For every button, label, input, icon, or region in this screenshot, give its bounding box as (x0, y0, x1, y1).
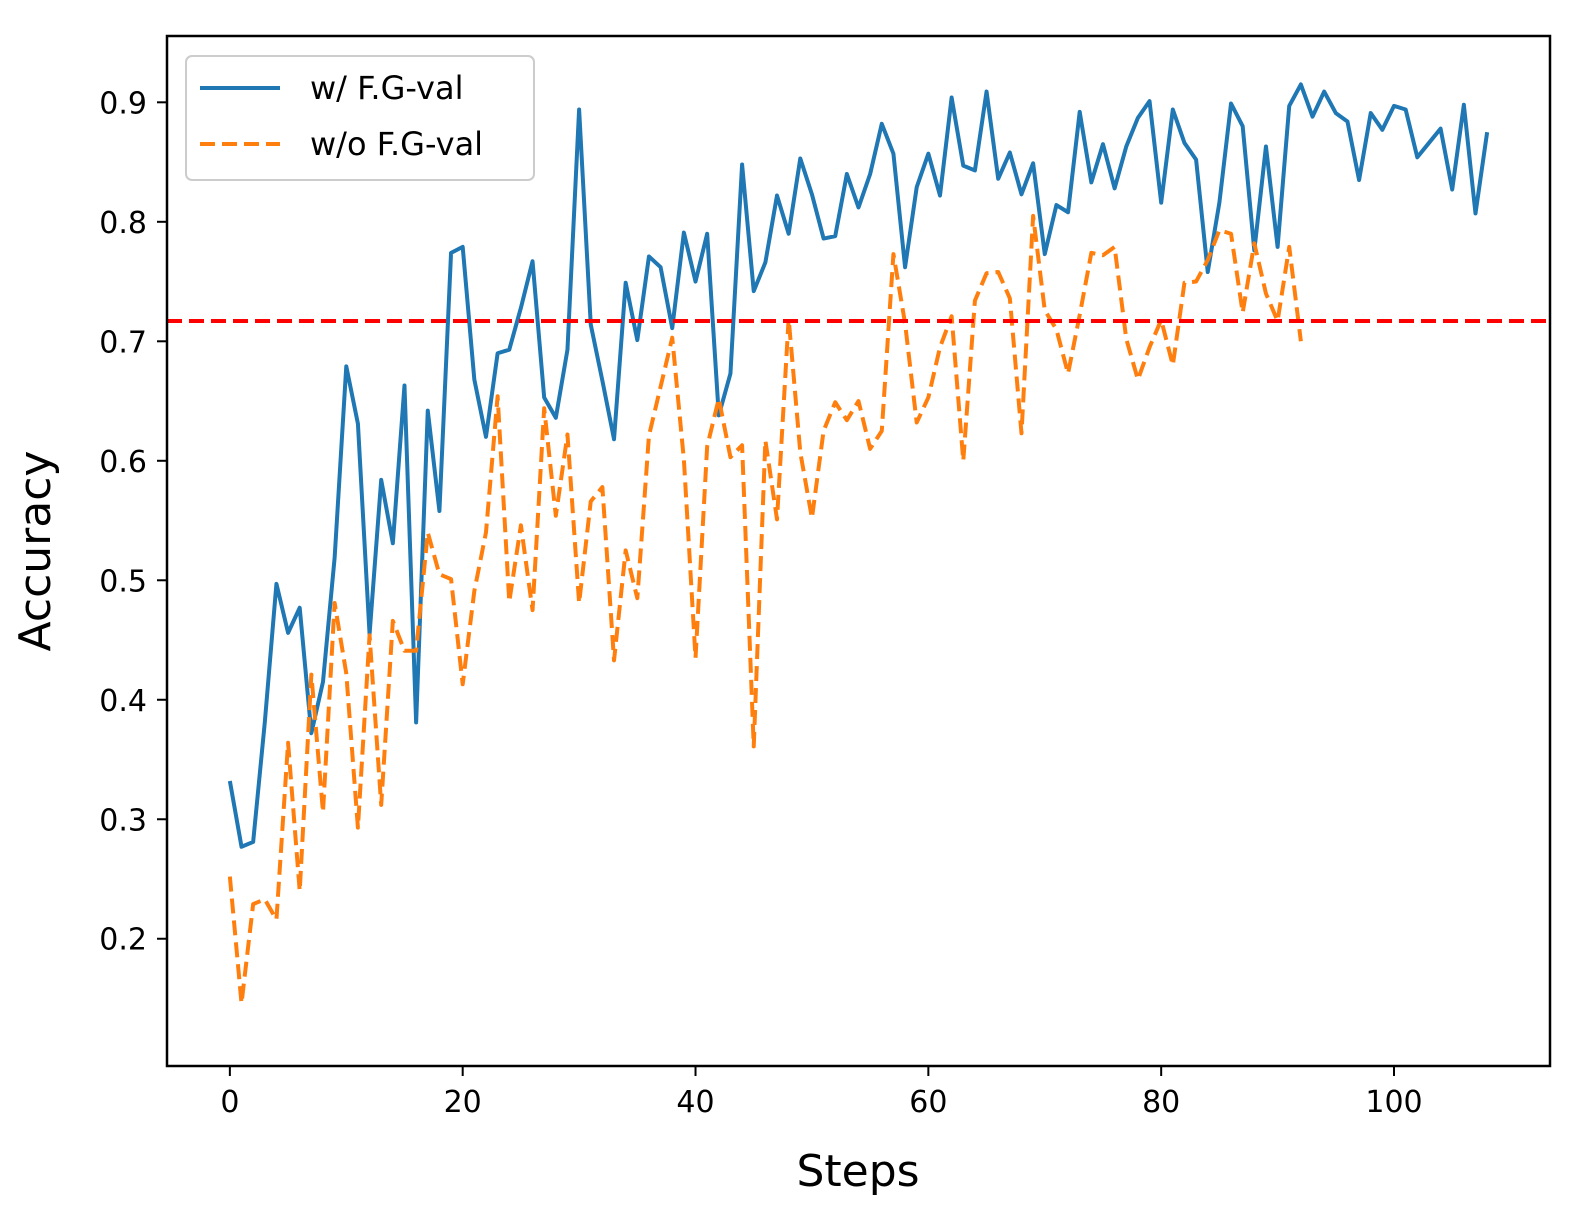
plot-frame (165, 34, 1552, 1068)
legend-label-wo-fg-val: w/o F.G-val (310, 125, 483, 163)
x-tick-label: 80 (1142, 1085, 1180, 1120)
legend-label-w-fg-val: w/ F.G-val (310, 69, 463, 107)
series-line-wo-fg-val (227, 213, 1303, 1006)
y-tick-label: 0.5 (99, 564, 147, 599)
x-axis-label: Steps (796, 1146, 919, 1197)
legend: w/ F.G-val w/o F.G-val (185, 55, 535, 181)
series-line-w-fg-val (227, 82, 1490, 849)
y-tick-label: 0.7 (99, 325, 147, 360)
x-tick-label: 100 (1365, 1085, 1422, 1120)
y-axis-label: Accuracy (10, 451, 61, 652)
x-tick-label: 40 (676, 1085, 714, 1120)
x-axis: 0 20 40 60 80 100 (220, 1066, 1423, 1120)
x-tick-label: 0 (220, 1085, 239, 1120)
x-tick-label: 60 (909, 1085, 947, 1120)
y-tick-label: 0.2 (99, 923, 147, 958)
y-axis: 0.2 0.3 0.4 0.5 0.6 0.7 0.8 0.9 (99, 86, 167, 958)
y-tick-label: 0.9 (99, 86, 147, 121)
x-tick-label: 20 (444, 1085, 482, 1120)
y-tick-label: 0.6 (99, 445, 147, 480)
y-tick-label: 0.8 (99, 206, 147, 241)
y-tick-label: 0.3 (99, 803, 147, 838)
y-tick-label: 0.4 (99, 684, 147, 719)
plot-data-group (167, 82, 1550, 1006)
